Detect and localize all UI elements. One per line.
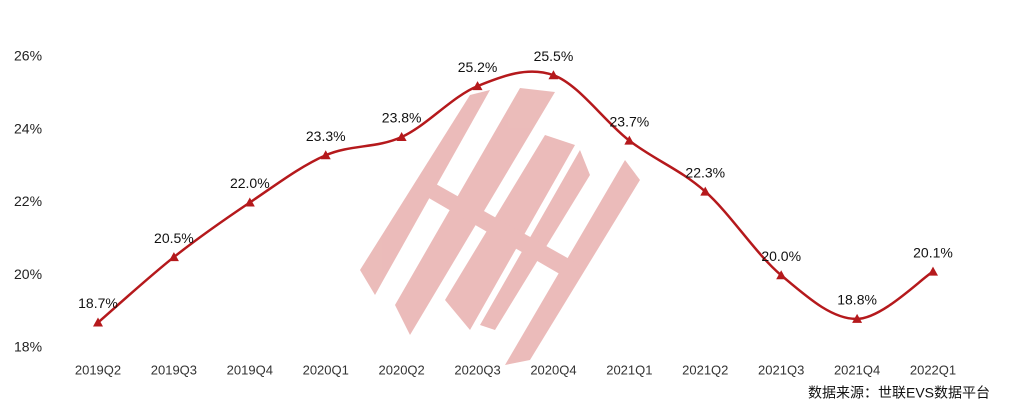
value-label: 18.7% — [78, 295, 118, 311]
y-tick-label: 18% — [14, 339, 42, 355]
marker — [852, 313, 863, 323]
value-label: 25.2% — [458, 59, 498, 75]
source-note: 数据来源：世联EVS数据平台 — [808, 385, 990, 401]
value-label: 23.7% — [610, 113, 650, 129]
value-label: 25.5% — [534, 48, 574, 64]
marker — [168, 252, 179, 262]
marker — [700, 186, 711, 196]
value-label: 20.0% — [761, 248, 801, 264]
value-label: 23.8% — [382, 110, 422, 126]
x-tick-label: 2019Q2 — [75, 362, 121, 377]
x-tick-label: 2022Q1 — [910, 362, 956, 377]
value-label: 22.3% — [685, 164, 725, 180]
x-tick-label: 2021Q2 — [682, 362, 728, 377]
value-label: 22.0% — [230, 175, 270, 191]
x-tick-label: 2020Q3 — [454, 362, 500, 377]
watermark — [360, 88, 640, 365]
y-tick-label: 22% — [14, 193, 42, 209]
value-label: 20.5% — [154, 230, 194, 246]
marker — [93, 317, 103, 327]
marker — [928, 266, 938, 276]
value-label: 18.8% — [837, 292, 877, 308]
x-tick-label: 2021Q1 — [606, 362, 652, 377]
x-tick-label: 2020Q4 — [530, 362, 576, 377]
value-label: 20.1% — [913, 244, 953, 260]
value-label: 23.3% — [306, 128, 346, 144]
marker — [624, 135, 635, 145]
marker — [548, 70, 559, 80]
marker — [244, 197, 255, 207]
marker — [472, 81, 483, 91]
x-tick-label: 2021Q4 — [834, 362, 880, 377]
marker — [320, 150, 331, 160]
y-tick-label: 26% — [14, 48, 42, 64]
marker — [776, 270, 787, 280]
x-tick-label: 2020Q1 — [303, 362, 349, 377]
x-tick-label: 2019Q3 — [151, 362, 197, 377]
x-tick-label: 2021Q3 — [758, 362, 804, 377]
x-tick-label: 2019Q4 — [227, 362, 273, 377]
x-tick-label: 2020Q2 — [379, 362, 425, 377]
y-tick-label: 24% — [14, 120, 42, 136]
y-tick-label: 20% — [14, 266, 42, 282]
marker — [396, 132, 407, 142]
